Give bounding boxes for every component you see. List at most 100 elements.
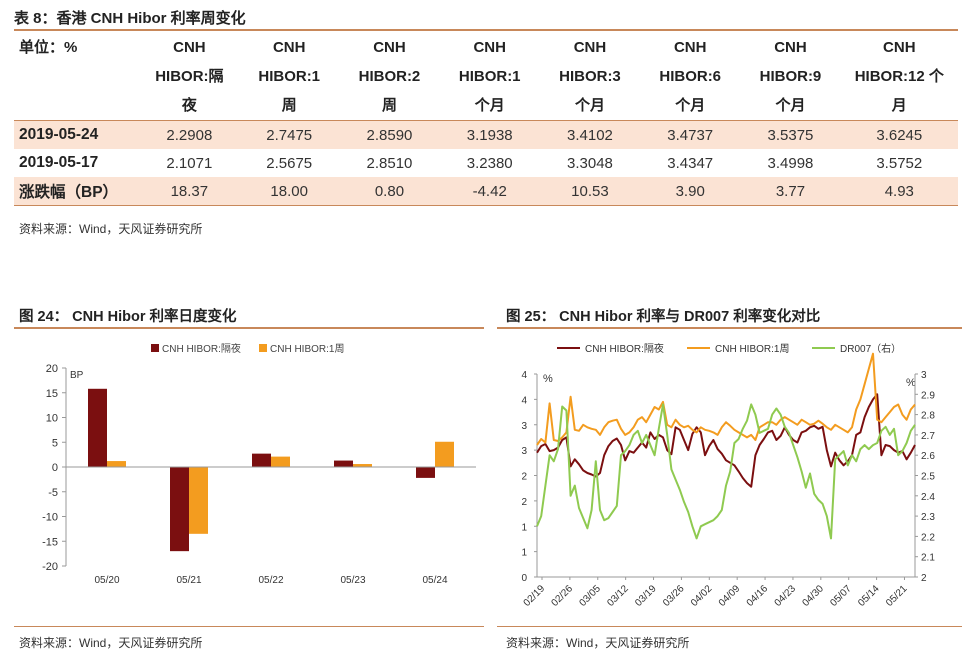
col-header-line: CNH [573, 39, 607, 56]
table-row: 2019-05-24 2.2908 2.7475 2.8590 3.1938 3… [14, 120, 958, 149]
x-tick-label: 04/16 [745, 583, 771, 609]
table-cell: 2.5675 [266, 154, 313, 172]
bar-overnight [416, 467, 435, 478]
legend-label-1week: CNH HIBOR:1周 [715, 343, 789, 355]
left-tick-label: 0 [521, 573, 527, 584]
y-tick-label: 5 [52, 437, 58, 449]
right-tick-label: 2.4 [921, 492, 935, 503]
col-header-line: 夜 [181, 97, 197, 114]
chart2-title: 图 25： CNH Hibor 利率与 DR007 利率变化对比 [506, 309, 821, 325]
table-cell: 3.4998 [767, 154, 814, 172]
bar-1week [271, 456, 290, 467]
left-tick-label: 2 [521, 472, 527, 483]
y-tick-label: 10 [46, 413, 58, 425]
table-cell: 10.53 [539, 177, 641, 206]
y-tick-label: 0 [52, 462, 58, 474]
left-tick-label: 2 [521, 497, 527, 508]
table-cell: 0.80 [339, 177, 440, 206]
right-tick-label: 2.1 [921, 553, 935, 564]
x-tick-label: 05/21 [884, 583, 910, 609]
right-tick-label: 2.2 [921, 532, 935, 543]
legend-swatch-1week [259, 344, 267, 352]
col-header-line: CNH [673, 39, 707, 56]
table-cell: 2.8590 [339, 120, 440, 149]
right-tick-label: 2.7 [921, 431, 935, 442]
chart2-lines [536, 352, 916, 540]
x-tick-label: 04/02 [689, 583, 715, 609]
x-tick-label: 05/24 [422, 575, 447, 586]
x-tick-label: 03/12 [605, 583, 631, 609]
chart2-left-unit: % [543, 373, 553, 385]
line-1week [536, 352, 916, 446]
legend-swatch-overnight [151, 344, 159, 352]
col-header-line: HIBOR:1 [258, 68, 321, 85]
legend-label-dr007: DR007（右） [840, 342, 901, 355]
chart2-legend: CNH HIBOR:隔夜 CNH HIBOR:1周 DR007（右） [557, 342, 901, 355]
col-header-6month: CNH HIBOR:6 个月 [640, 33, 741, 121]
left-tick-label: 1 [521, 522, 527, 533]
col-header-line: CNH [272, 39, 306, 56]
col-header-2week: CNH HIBOR:2 周 [339, 33, 440, 121]
legend-label-1week: CNH HIBOR:1周 [270, 343, 344, 355]
table-cell: 3.77 [740, 177, 841, 206]
col-header-line: CNH [473, 39, 506, 56]
bar-1week [353, 464, 372, 467]
col-header-line: 个月 [574, 97, 605, 114]
x-tick-label: 03/26 [661, 583, 687, 609]
col-header-line: HIBOR:2 [358, 68, 421, 85]
bar-chart: CNH HIBOR:隔夜 CNH HIBOR:1周 BP 20 15 10 5 0 -5 -… [42, 342, 476, 586]
bar-overnight [88, 388, 107, 467]
chart1-bottom-rule [14, 626, 484, 627]
right-tick-label: 2 [921, 573, 927, 584]
table-row: 2019-05-17 2.1071 2.5675 2.8510 3.2380 3… [14, 149, 958, 177]
table-cell: 2.1071 [166, 154, 213, 172]
x-tick-label: 05/23 [340, 575, 365, 586]
table-cell: 3.90 [640, 177, 741, 206]
table-cell: 2.7475 [239, 120, 340, 149]
bar-1week [107, 461, 126, 467]
col-header-line: HIBOR:隔 [155, 68, 224, 85]
table-cell: 3.3048 [567, 154, 613, 172]
bar-overnight [252, 453, 271, 467]
table-cell: 2.8510 [366, 154, 413, 172]
col-header-line: 周 [281, 97, 297, 114]
right-tick-label: 2.9 [921, 390, 935, 401]
left-tick-label: 3 [521, 446, 527, 457]
chart2-source: 资料来源：Wind，天风证券研究所 [506, 636, 690, 650]
col-header-1week: CNH HIBOR:1 周 [239, 33, 340, 121]
table-header-row: 单位：% CNH HIBOR:隔夜 CNH HIBOR:1 周 CNH HIBOR:2 周… [14, 33, 958, 121]
y-tick-label: -5 [48, 487, 58, 499]
x-tick-label: 05/22 [258, 575, 283, 586]
col-header-line: HIBOR:12 个 [854, 68, 944, 85]
table-top-rule [14, 29, 958, 31]
x-tick-label: 05/20 [94, 575, 119, 586]
x-tick-label: 02/26 [550, 583, 576, 609]
y-tick-label: -20 [42, 561, 58, 573]
legend-label-overnight: CNH HIBOR:隔夜 [162, 342, 241, 355]
table-cell: 3.1938 [439, 120, 540, 149]
y-tick-label: 20 [46, 363, 58, 375]
chart1-bars [88, 388, 454, 552]
table-cell: 4.93 [840, 177, 958, 206]
left-tick-label: 3 [521, 421, 527, 432]
col-header-3month: CNH HIBOR:3 个月 [539, 33, 641, 121]
table-cell: 3.5752 [876, 154, 923, 172]
chart2-right-unit: % [906, 377, 916, 389]
chart1-y-axis: 20 15 10 5 0 -5 -10 -15 -20 [42, 363, 67, 573]
col-header-line: CNH [373, 39, 406, 56]
col-header-12month: CNH HIBOR:12 个月 [840, 33, 958, 121]
row-label: 2019-05-17 [19, 154, 99, 171]
x-tick-label: 02/19 [522, 583, 548, 609]
right-tick-label: 3 [921, 370, 927, 381]
chart1-y-unit: BP [70, 370, 84, 381]
table-cell: 3.5375 [740, 120, 841, 149]
col-header-line: 月 [891, 97, 907, 114]
col-header-line: HIBOR:1 [458, 68, 521, 85]
table-cell: 2.2908 [139, 120, 240, 149]
bar-1week [189, 467, 208, 534]
x-tick-label: 03/05 [577, 583, 603, 609]
table-cell: 18.37 [139, 177, 240, 206]
row-label: 涨跌幅（BP） [14, 177, 140, 206]
y-tick-label: -15 [42, 536, 58, 548]
table-cell: 3.2380 [466, 154, 513, 172]
